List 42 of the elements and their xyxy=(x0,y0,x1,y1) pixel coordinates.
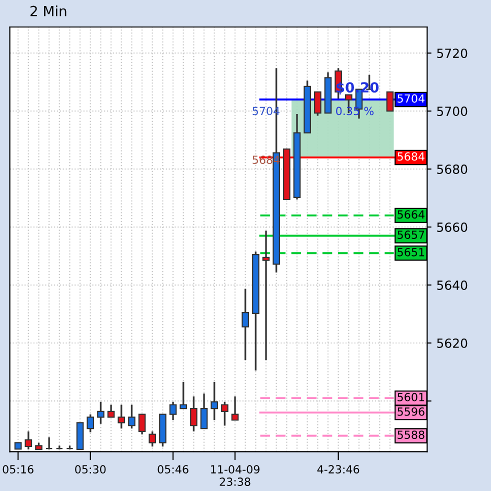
candlestick xyxy=(169,401,177,421)
ref-line-label: 5651 xyxy=(398,248,424,256)
y-tick-label: 5720 xyxy=(437,48,468,58)
y-tick-label: 5620 xyxy=(437,338,468,348)
x-tick-label: 05:16 xyxy=(2,465,34,474)
candlestick xyxy=(56,444,64,450)
y-tick-label: 5680 xyxy=(437,164,468,174)
candlestick xyxy=(128,404,136,430)
ref-line-label: 5657 xyxy=(398,230,424,239)
candlestick xyxy=(66,444,74,450)
candlestick xyxy=(45,436,53,450)
y-tick-label: 5700 xyxy=(437,106,468,116)
ref-line-label: 5601 xyxy=(398,392,424,402)
ref-line-label: 5596 xyxy=(398,407,424,416)
x-tick-label: 11-04-09 23:38 xyxy=(211,465,260,486)
y-tick-label: 5660 xyxy=(437,222,468,232)
candlestick xyxy=(200,392,208,430)
candlestick xyxy=(314,91,322,117)
y-tick-label: 5640 xyxy=(437,280,468,290)
candlestick xyxy=(148,430,156,448)
candlestick xyxy=(221,401,228,426)
candlestick xyxy=(97,401,104,425)
candlestick xyxy=(138,413,146,436)
chart-title: 2 Min xyxy=(30,6,66,16)
x-tick-label: 05:30 xyxy=(75,465,106,474)
candlestick xyxy=(190,396,198,432)
candlestick xyxy=(210,381,218,421)
candlestick xyxy=(118,404,126,430)
candlestick xyxy=(180,381,188,410)
candlestick xyxy=(107,404,115,418)
candlestick xyxy=(262,230,270,361)
candlestick xyxy=(86,413,94,434)
ref-line-label: 5704 xyxy=(398,94,424,103)
ref-line-label: 5684 xyxy=(398,152,424,161)
x-tick-label: 05:46 xyxy=(158,465,188,474)
candlestick xyxy=(242,288,250,361)
ref-line-label: 5664 xyxy=(398,210,424,219)
candlestick xyxy=(386,91,394,112)
x-tick-label: 4-23:46 xyxy=(317,465,360,474)
candlestick xyxy=(231,396,239,421)
ref-line-label: 5588 xyxy=(398,430,424,439)
candlestick xyxy=(24,430,32,450)
